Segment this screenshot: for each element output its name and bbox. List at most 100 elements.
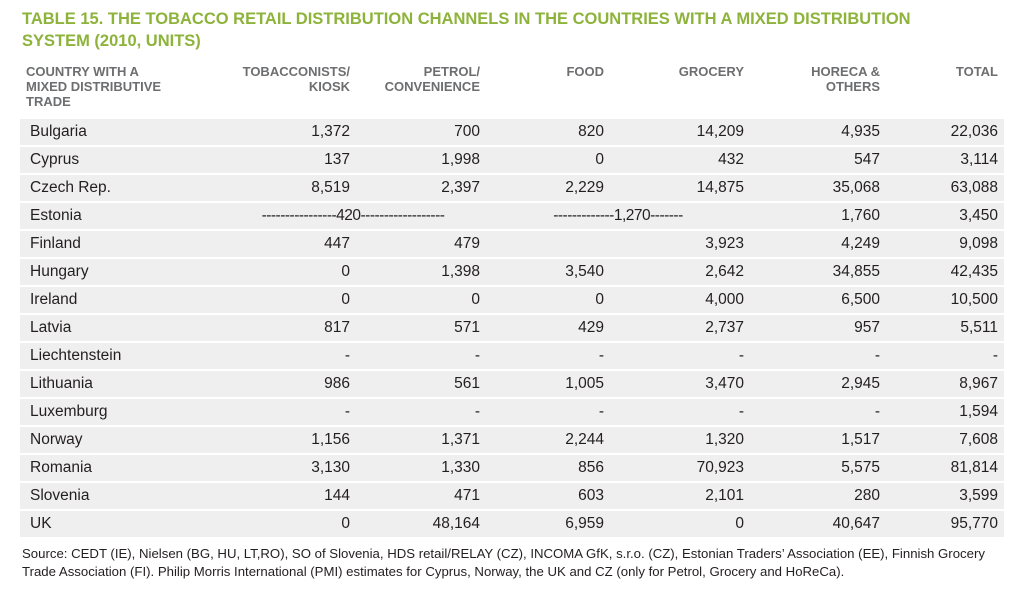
- value-cell: 22,036: [886, 117, 1004, 146]
- value-cell: -------------1,270-------: [486, 201, 750, 230]
- country-cell: Latvia: [20, 313, 220, 342]
- value-cell: 4,935: [750, 117, 886, 146]
- value-cell: 5,511: [886, 313, 1004, 342]
- table-row: Luxemburg - - - - -1,594: [20, 397, 1004, 426]
- value-cell: 856: [486, 453, 610, 482]
- table-row: Romania 3,130 1,330 856 70,923 5,575 81,814: [20, 453, 1004, 482]
- value-cell: 1,005: [486, 369, 610, 398]
- header-row: COUNTRY WITH A MIXED DISTRIBUTIVE TRADE T…: [20, 60, 1004, 119]
- table-row: Czech Rep. 8,519 2,397 2,229 14,875 35,068 63,…: [20, 173, 1004, 202]
- country-cell: Ireland: [20, 285, 220, 314]
- value-cell: 3,470: [610, 369, 750, 398]
- value-cell: 9,098: [886, 229, 1004, 258]
- value-cell: 820: [486, 117, 610, 146]
- table-body: Bulgaria 1,372 700 820 14,209 4,935 22,036 Cypr…: [20, 117, 1004, 537]
- column-header: PETROL/ CONVENIENCE: [356, 60, 486, 119]
- value-cell: 0: [610, 509, 750, 537]
- country-cell: Bulgaria: [20, 117, 220, 146]
- value-cell: -: [220, 341, 356, 370]
- value-cell: 95,770: [886, 509, 1004, 537]
- table-row: Estonia ----------------420--------------…: [20, 201, 1004, 230]
- data-table: COUNTRY WITH A MIXED DISTRIBUTIVE TRADE T…: [20, 60, 1004, 537]
- value-cell: -: [486, 341, 610, 370]
- value-cell: 817: [220, 313, 356, 342]
- value-cell: 1,320: [610, 425, 750, 454]
- table-row: Latvia 817 571 429 2,737 957 5,511: [20, 313, 1004, 342]
- value-cell: 0: [220, 509, 356, 537]
- value-cell: 700: [356, 117, 486, 146]
- country-cell: Lithuania: [20, 369, 220, 398]
- value-cell: 2,945: [750, 369, 886, 398]
- table-row: Bulgaria 1,372 700 820 14,209 4,935 22,036: [20, 117, 1004, 146]
- value-cell: 471: [356, 481, 486, 510]
- column-header: TOTAL: [886, 60, 1004, 119]
- value-cell: 1,398: [356, 257, 486, 286]
- country-cell: Liechtenstein: [20, 341, 220, 370]
- value-cell: 2,101: [610, 481, 750, 510]
- table-row: Finland 447 479 3,923 4,249 9,098: [20, 229, 1004, 258]
- value-cell: 432: [610, 145, 750, 174]
- country-cell: Finland: [20, 229, 220, 258]
- value-cell: 70,923: [610, 453, 750, 482]
- value-cell: 10,500: [886, 285, 1004, 314]
- value-cell: 4,000: [610, 285, 750, 314]
- value-cell: 6,959: [486, 509, 610, 537]
- value-cell: 571: [356, 313, 486, 342]
- value-cell: -: [220, 397, 356, 426]
- value-cell: 0: [356, 285, 486, 314]
- value-cell: 3,450: [886, 201, 1004, 230]
- value-cell: 144: [220, 481, 356, 510]
- value-cell: -: [610, 341, 750, 370]
- value-cell: 35,068: [750, 173, 886, 202]
- value-cell: 7,608: [886, 425, 1004, 454]
- value-cell: -: [356, 341, 486, 370]
- value-cell: 1,760: [750, 201, 886, 230]
- value-cell: 3,130: [220, 453, 356, 482]
- value-cell: 0: [220, 285, 356, 314]
- value-cell: 42,435: [886, 257, 1004, 286]
- value-cell: 0: [486, 285, 610, 314]
- value-cell: 561: [356, 369, 486, 398]
- value-cell: -: [486, 397, 610, 426]
- country-cell: Romania: [20, 453, 220, 482]
- value-cell: 1,517: [750, 425, 886, 454]
- value-cell: 447: [220, 229, 356, 258]
- value-cell: 2,642: [610, 257, 750, 286]
- column-header: GROCERY: [610, 60, 750, 119]
- value-cell: 479: [356, 229, 486, 258]
- country-cell: UK: [20, 509, 220, 537]
- value-cell: 1,330: [356, 453, 486, 482]
- value-cell: 40,647: [750, 509, 886, 537]
- table-row: Ireland 0 0 0 4,000 6,500 10,500: [20, 285, 1004, 314]
- value-cell: 280: [750, 481, 886, 510]
- value-cell: 14,209: [610, 117, 750, 146]
- value-cell: 6,500: [750, 285, 886, 314]
- value-cell: 3,114: [886, 145, 1004, 174]
- value-cell: 603: [486, 481, 610, 510]
- value-cell: 0: [220, 257, 356, 286]
- table-row: UK 0 48,164 6,959 0 40,647 95,770: [20, 509, 1004, 537]
- column-header: HORECA & OTHERS: [750, 60, 886, 119]
- value-cell: 1,156: [220, 425, 356, 454]
- value-cell: 8,519: [220, 173, 356, 202]
- value-cell: -: [886, 341, 1004, 370]
- table-title: TABLE 15. THE TOBACCO RETAIL DISTRIBUTIO…: [22, 10, 911, 50]
- value-cell: -: [356, 397, 486, 426]
- value-cell: 0: [486, 145, 610, 174]
- value-cell: [486, 229, 610, 258]
- country-cell: Hungary: [20, 257, 220, 286]
- country-cell: Luxemburg: [20, 397, 220, 426]
- value-cell: 2,244: [486, 425, 610, 454]
- country-cell: Estonia: [20, 201, 220, 230]
- table-row: Norway 1,156 1,371 2,244 1,320 1,517 7,608: [20, 425, 1004, 454]
- value-cell: 14,875: [610, 173, 750, 202]
- column-header: FOOD: [486, 60, 610, 119]
- country-cell: Slovenia: [20, 481, 220, 510]
- value-cell: 957: [750, 313, 886, 342]
- value-cell: 3,923: [610, 229, 750, 258]
- country-cell: Czech Rep.: [20, 173, 220, 202]
- value-cell: 1,371: [356, 425, 486, 454]
- table-row: Lithuania 986 561 1,005 3,470 2,945 8,967: [20, 369, 1004, 398]
- value-cell: 1,998: [356, 145, 486, 174]
